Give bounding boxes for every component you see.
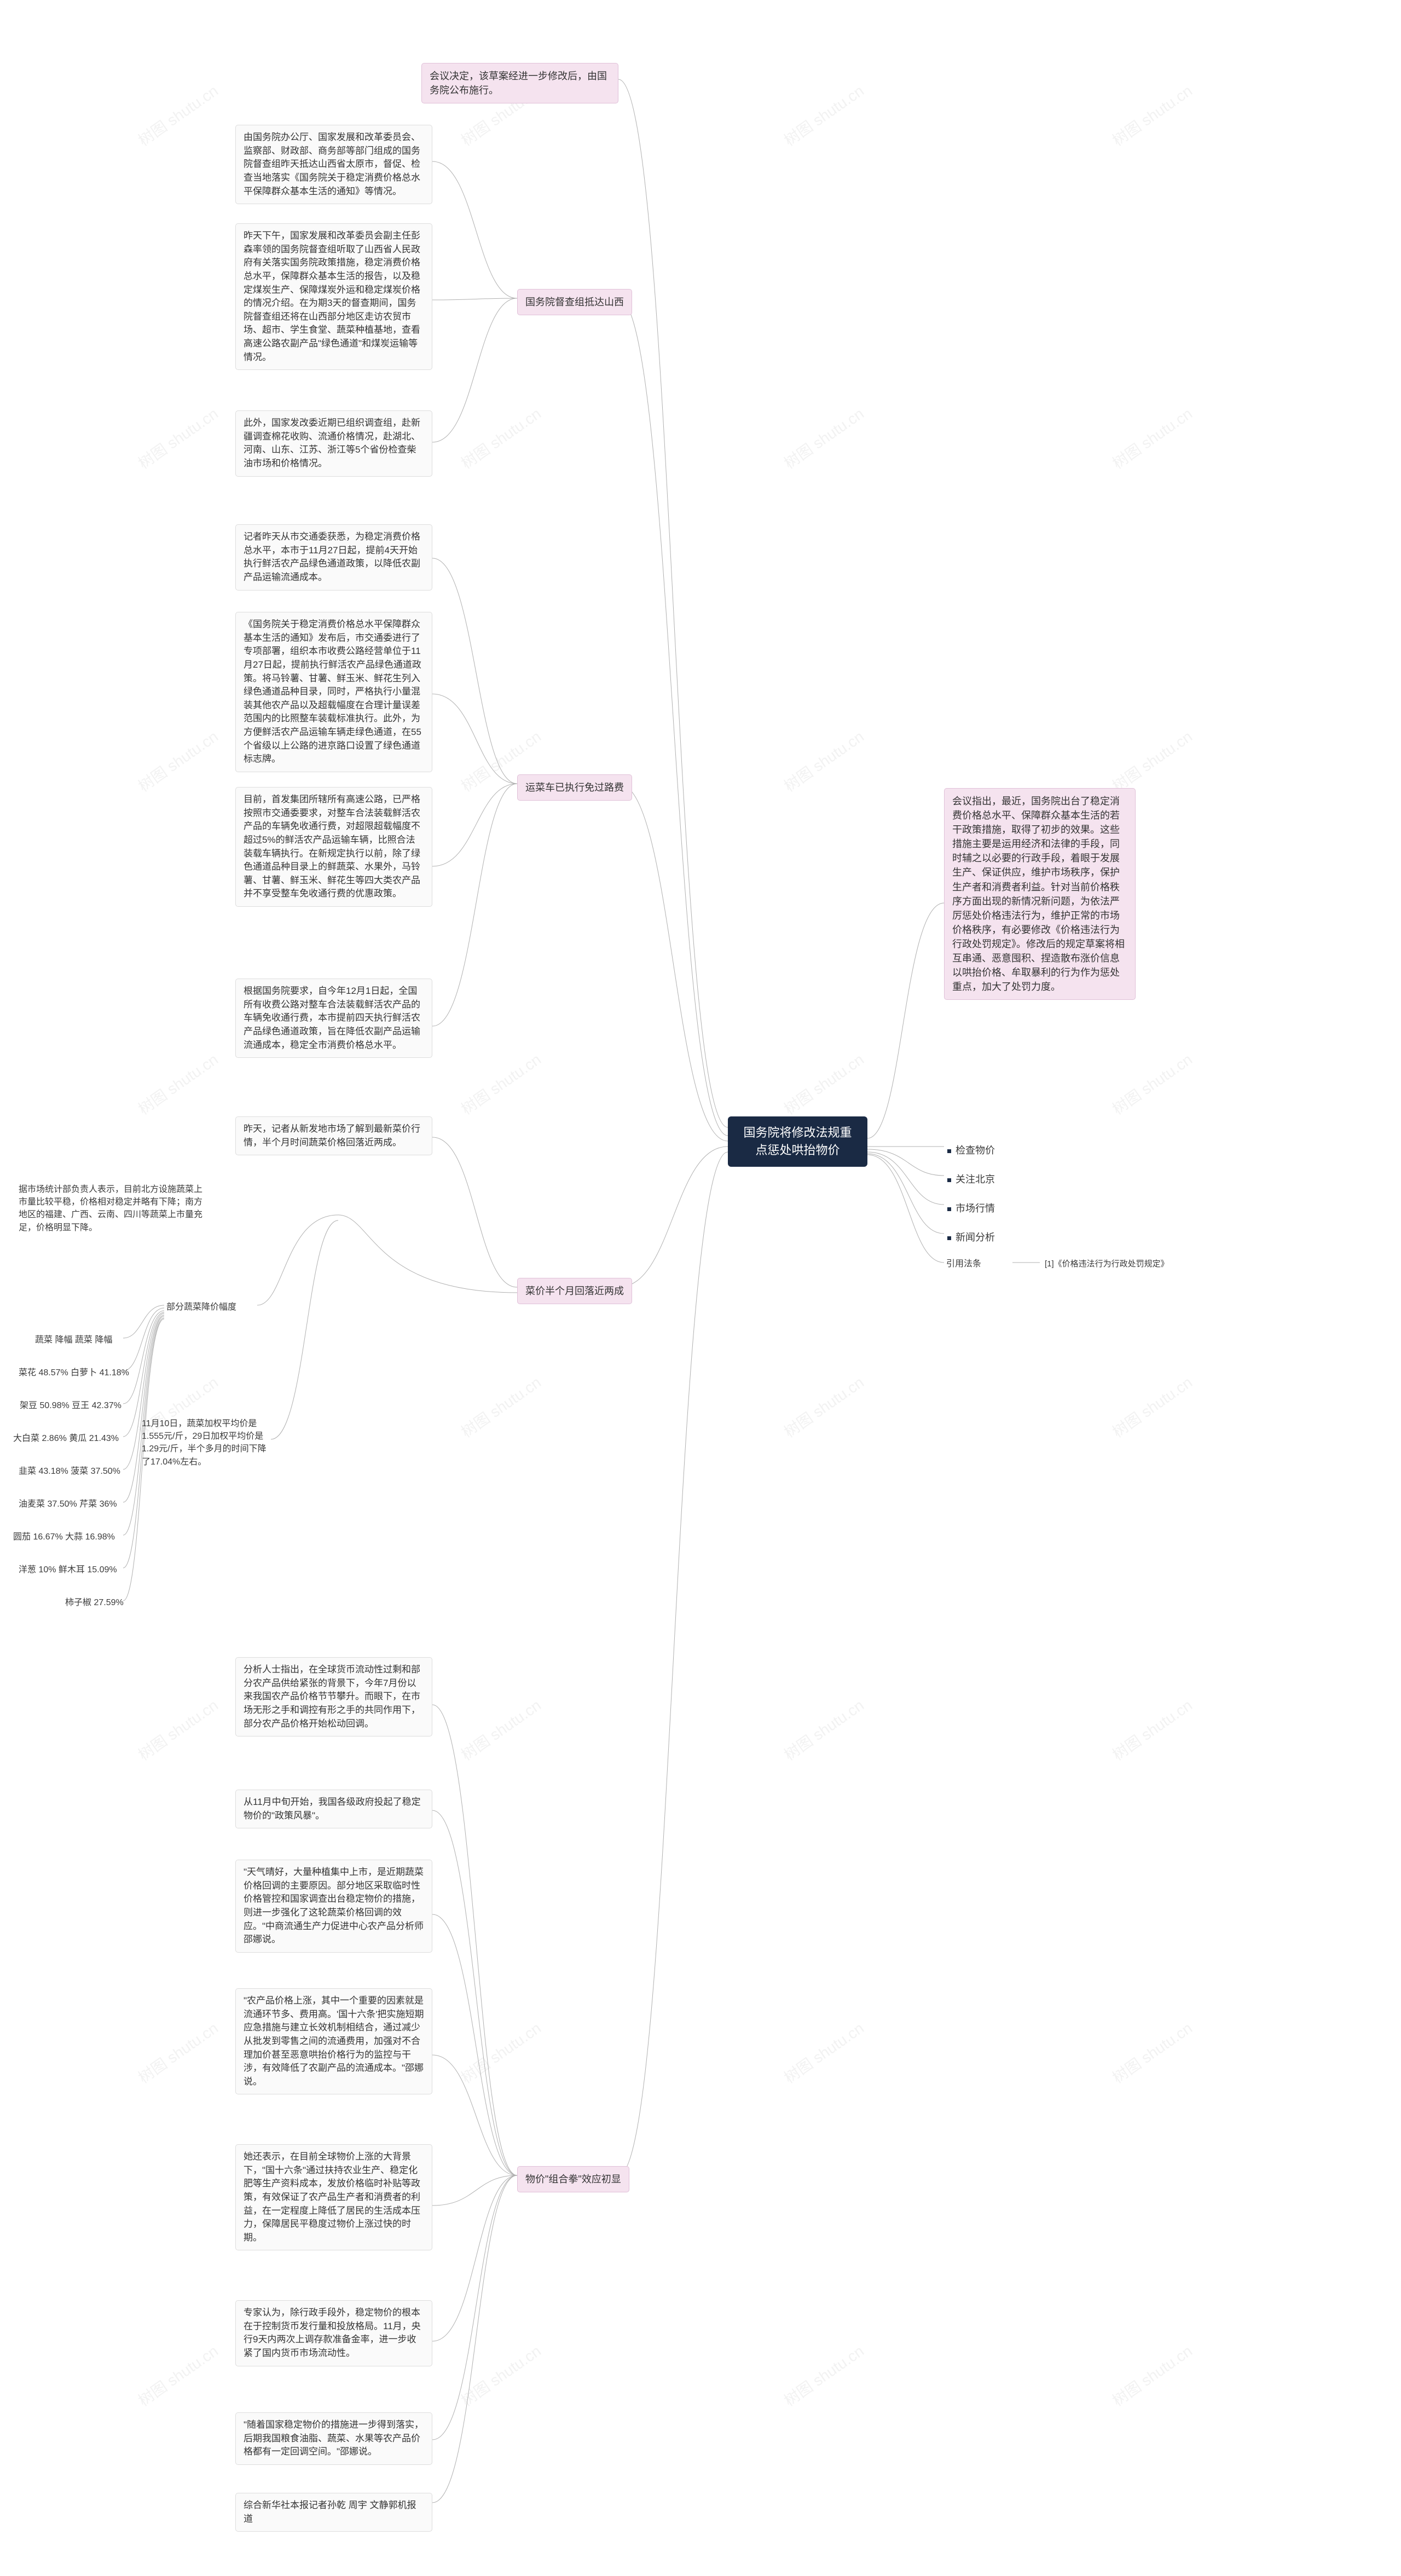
- bullet-market[interactable]: 市场行情: [944, 1199, 998, 1218]
- branch-right-main[interactable]: 会议指出，最近，国务院出台了稳定消费价格总水平、保障群众基本生活的若干政策措施，…: [944, 788, 1136, 1000]
- l3-a[interactable]: 昨天，记者从新发地市场了解到最新菜价行情，半个月时间蔬菜价格回落近两成。: [235, 1116, 432, 1155]
- l1-b[interactable]: 昨天下午，国家发展和改革委员会副主任彭森率领的国务院督查组听取了山西省人民政府有…: [235, 223, 432, 370]
- l3-right-note: 11月10日，蔬菜加权平均价是1.555元/斤，29日加权平均价是1.29元/斤…: [140, 1416, 271, 1469]
- l4-e[interactable]: 她还表示，在目前全球物价上涨的大背景下，"国十六条"通过扶持农业生产、稳定化肥等…: [235, 2144, 432, 2250]
- l4-c[interactable]: "天气晴好，大量种植集中上市，是近期蔬菜价格回调的主要原因。部分地区采取临时性价…: [235, 1860, 432, 1953]
- root-node[interactable]: 国务院将修改法规重点惩处哄抬物价: [728, 1116, 867, 1167]
- l3-r1: 菜花 48.57% 白萝卜 41.18%: [16, 1365, 131, 1380]
- branch-l1[interactable]: 国务院督查组抵达山西: [517, 289, 632, 315]
- branch-l4[interactable]: 物价"组合拳"效应初显: [517, 2166, 629, 2192]
- l4-f[interactable]: 专家认为，除行政手段外，稳定物价的根本在于控制货币发行量和投放格局。11月，央行…: [235, 2300, 432, 2366]
- watermark: 树图 shutu.cn: [134, 1694, 222, 1765]
- watermark: 树图 shutu.cn: [779, 402, 868, 473]
- l3-intro: 据市场统计部负责人表示，目前北方设施蔬菜上市量比较平稳，价格相对稳定并略有下降；…: [16, 1182, 205, 1235]
- watermark: 树图 shutu.cn: [1108, 725, 1196, 796]
- watermark: 树图 shutu.cn: [134, 79, 222, 150]
- watermark: 树图 shutu.cn: [1108, 1048, 1196, 1119]
- branch-top-decision[interactable]: 会议决定，该草案经进一步修改后，由国务院公布施行。: [421, 63, 618, 103]
- watermark: 树图 shutu.cn: [134, 1048, 222, 1119]
- watermark: 树图 shutu.cn: [779, 1048, 868, 1119]
- l2-a[interactable]: 记者昨天从市交通委获悉，为稳定消费价格总水平，本市于11月27日起，提前4天开始…: [235, 524, 432, 591]
- bullet-news[interactable]: 新闻分析: [944, 1228, 998, 1247]
- watermark: 树图 shutu.cn: [134, 2017, 222, 2088]
- watermark: 树图 shutu.cn: [134, 725, 222, 796]
- watermark: 树图 shutu.cn: [1108, 402, 1196, 473]
- l4-b[interactable]: 从11月中旬开始，我国各级政府投起了稳定物价的"政策风暴"。: [235, 1790, 432, 1828]
- l4-d[interactable]: "农产品价格上涨，其中一个重要的因素就是流通环节多、费用高。'国十六条'把实施短…: [235, 1988, 432, 2094]
- bullet-beijing[interactable]: 关注北京: [944, 1170, 998, 1189]
- watermark: 树图 shutu.cn: [134, 402, 222, 473]
- watermark: 树图 shutu.cn: [456, 1048, 545, 1119]
- l3-r2: 架豆 50.98% 豆王 42.37%: [18, 1398, 124, 1413]
- watermark: 树图 shutu.cn: [1108, 2017, 1196, 2088]
- l3-r7: 洋葱 10% 鲜木耳 15.09%: [16, 1562, 119, 1577]
- bullet-check-price[interactable]: 检查物价: [944, 1141, 998, 1160]
- watermark: 树图 shutu.cn: [779, 1371, 868, 1442]
- watermark: 树图 shutu.cn: [456, 1371, 545, 1442]
- branch-l2[interactable]: 运菜车已执行免过路费: [517, 774, 632, 801]
- l2-c[interactable]: 目前，首发集团所辖所有高速公路，已严格按照市交通委要求，对整车合法装载鲜活农产品…: [235, 787, 432, 907]
- watermark: 树图 shutu.cn: [456, 2017, 545, 2088]
- watermark: 树图 shutu.cn: [456, 402, 545, 473]
- watermark: 树图 shutu.cn: [456, 1694, 545, 1765]
- branch-l3[interactable]: 菜价半个月回落近两成: [517, 1278, 632, 1304]
- watermark: 树图 shutu.cn: [779, 79, 868, 150]
- l1-c[interactable]: 此外，国家发改委近期已组织调查组，赴新疆调查棉花收购、流通价格情况，赴湖北、河南…: [235, 410, 432, 477]
- watermark: 树图 shutu.cn: [779, 2017, 868, 2088]
- watermark: 树图 shutu.cn: [1108, 1371, 1196, 1442]
- ref-label: 引用法条: [944, 1257, 983, 1271]
- l4-a[interactable]: 分析人士指出，在全球货币流动性过剩和部分农产品供给紧张的背景下，今年7月份以来我…: [235, 1657, 432, 1736]
- watermark: 树图 shutu.cn: [779, 725, 868, 796]
- watermark: 树图 shutu.cn: [779, 1694, 868, 1765]
- l3-r4: 韭菜 43.18% 菠菜 37.50%: [16, 1464, 123, 1479]
- watermark: 树图 shutu.cn: [1108, 2340, 1196, 2411]
- l2-d[interactable]: 根据国务院要求，自今年12月1日起，全国所有收费公路对整车合法装载鲜活农产品的车…: [235, 979, 432, 1058]
- l1-a[interactable]: 由国务院办公厅、国家发展和改革委员会、监察部、财政部、商务部等部门组成的国务院督…: [235, 125, 432, 204]
- l3-r8: 柿子椒 27.59%: [63, 1595, 126, 1610]
- l4-h[interactable]: 综合新华社本报记者孙乾 周宇 文静郭机报道: [235, 2493, 432, 2532]
- connector-layer: [0, 0, 1401, 2576]
- l4-g[interactable]: "随着国家稳定物价的措施进一步得到落实，后期我国粮食油脂、蔬菜、水果等农产品价格…: [235, 2412, 432, 2465]
- l3-cols: 蔬菜 降幅 蔬菜 降幅: [33, 1333, 114, 1347]
- l3-r5: 油麦菜 37.50% 芹菜 36%: [16, 1497, 119, 1512]
- l3-r6: 圆茄 16.67% 大蒜 16.98%: [11, 1530, 117, 1544]
- watermark: 树图 shutu.cn: [779, 2340, 868, 2411]
- l3-r3: 大白菜 2.86% 黄瓜 21.43%: [11, 1431, 121, 1446]
- ref-content: [1]《价格违法行为行政处罚规定》: [1043, 1257, 1171, 1271]
- watermark: 树图 shutu.cn: [1108, 79, 1196, 150]
- watermark: 树图 shutu.cn: [456, 2340, 545, 2411]
- watermark: 树图 shutu.cn: [134, 2340, 222, 2411]
- l2-b[interactable]: 《国务院关于稳定消费价格总水平保障群众基本生活的通知》发布后，市交通委进行了专项…: [235, 612, 432, 772]
- watermark: 树图 shutu.cn: [1108, 1694, 1196, 1765]
- l3-sub-heading[interactable]: 部分蔬菜降价幅度: [164, 1300, 239, 1315]
